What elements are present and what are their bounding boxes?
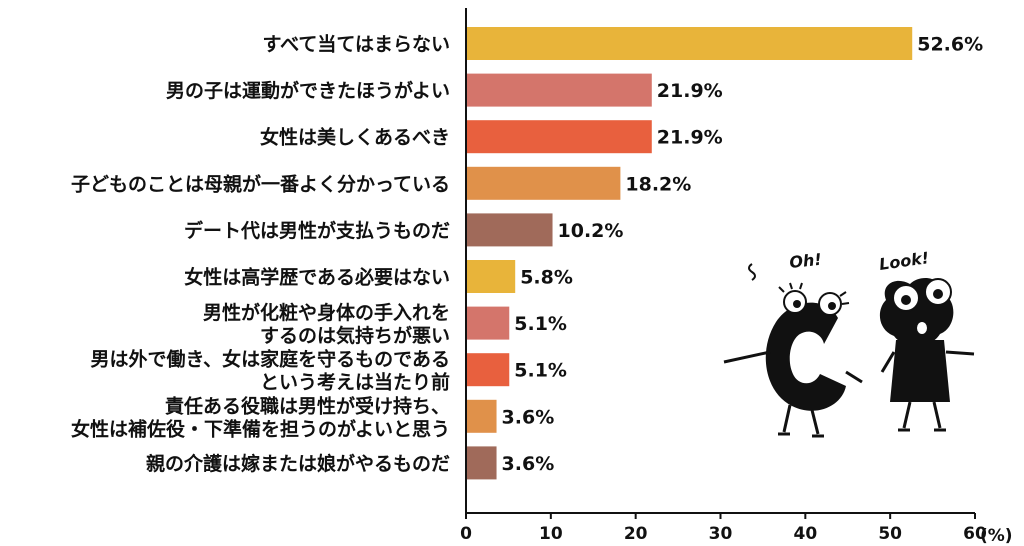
category-label: という考えは当たり前: [260, 371, 450, 394]
bar-value-label: 3.6%: [502, 406, 555, 428]
bar: [466, 213, 553, 247]
x-tick-label: 40: [793, 524, 817, 544]
x-tick-label: 10: [539, 524, 563, 544]
bar-value-label: 52.6%: [917, 34, 983, 56]
x-tick-label: 20: [624, 524, 648, 544]
category-labels: すべて当てはまらない男の子は運動ができたほうがよい女性は美しくあるべき子どものこ…: [71, 33, 450, 475]
bar: [466, 260, 516, 293]
x-tick-label: 30: [709, 524, 733, 544]
category-label: 男の子は運動ができたほうがよい: [166, 79, 450, 102]
x-axis-unit: (%): [980, 526, 1013, 546]
category-label: 男性が化粧や身体の手入れを: [203, 301, 450, 324]
x-axis: 0 10 20 30 40 50 60 (%): [460, 8, 1013, 546]
bar: [466, 306, 510, 340]
right-character-speech: Look!: [878, 248, 930, 274]
bar: [466, 399, 497, 433]
category-label: 子どものことは母親が一番よく分かっている: [71, 172, 450, 195]
category-label: すべて当てはまらない: [262, 33, 450, 56]
x-tick-label: 50: [878, 524, 902, 544]
bar-value-label: 18.2%: [625, 173, 691, 195]
round-character-icon: [879, 278, 975, 432]
category-label: 女性は補佐役・下準備を担うのがよいと思う: [71, 417, 450, 440]
cartoon-illustration: Oh! Look!: [723, 248, 975, 438]
bar: [466, 446, 497, 480]
bar-value-label: 3.6%: [502, 453, 555, 475]
category-label: するのは気持ちが悪い: [260, 324, 450, 347]
x-axis-ticks: 0 10 20 30 40 50 60: [460, 513, 987, 544]
category-label: 責任ある役職は男性が受け持ち、: [165, 394, 450, 417]
category-label: デート代は男性が支払うものだ: [184, 219, 450, 242]
bar: [466, 353, 510, 387]
bar: [466, 120, 652, 154]
bar-value-label: 5.1%: [514, 313, 567, 335]
bar-value-label: 5.1%: [514, 360, 567, 382]
bar-value-label: 10.2%: [558, 220, 624, 242]
bar: [466, 73, 652, 107]
c-character-icon: [723, 263, 863, 438]
bar-value-label: 21.9%: [657, 80, 723, 102]
value-labels: 52.6% 21.9% 21.9% 18.2% 10.2% 5.8% 5.1% 5.1% 3.6…: [502, 34, 984, 475]
bar-value-label: 21.9%: [657, 127, 723, 149]
x-tick-label: 60: [963, 524, 987, 544]
x-tick-label: 0: [460, 524, 472, 544]
category-label: 男は外で働き、女は家庭を守るものである: [91, 348, 450, 371]
bar: [466, 27, 913, 60]
bar: [466, 166, 621, 200]
category-label: 親の介護は嫁または娘がやるものだ: [146, 452, 450, 475]
bars: [466, 27, 913, 480]
bar-value-label: 5.8%: [520, 267, 573, 289]
category-label: 女性は美しくあるべき: [260, 126, 450, 149]
left-character-speech: Oh!: [788, 250, 822, 272]
category-label: 女性は高学歴である必要はない: [184, 266, 450, 289]
